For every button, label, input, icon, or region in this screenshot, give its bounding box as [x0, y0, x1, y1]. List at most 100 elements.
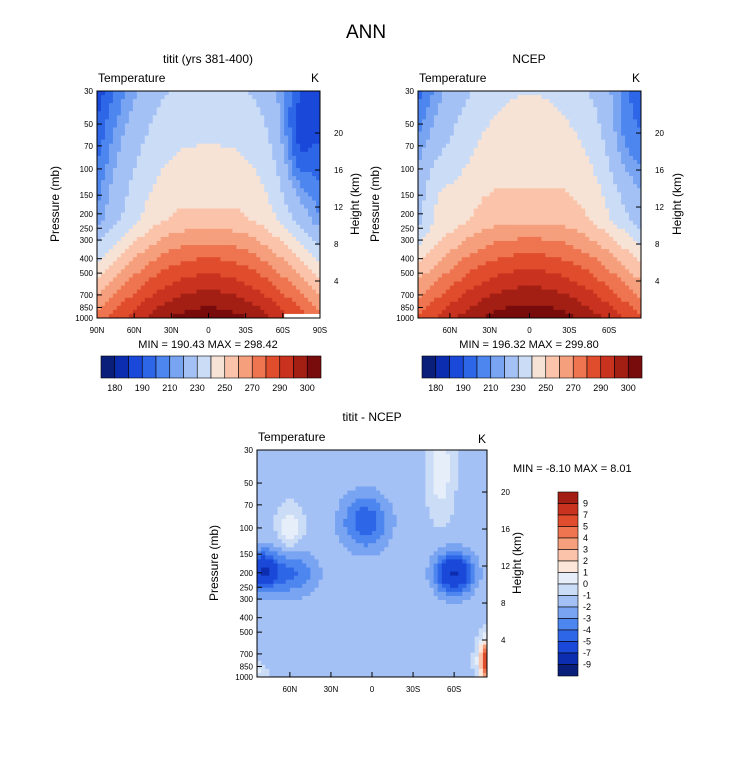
field-cell: [108, 127, 114, 133]
field-cell: [116, 168, 122, 173]
field-cell: [276, 289, 281, 295]
field-cell: [200, 208, 206, 214]
field-cell: [445, 131, 451, 137]
field-cell: [120, 204, 126, 210]
field-cell: [140, 196, 146, 201]
field-cell: [192, 119, 198, 124]
field-cell: [132, 261, 138, 266]
field-cell: [445, 196, 451, 201]
field-cell: [284, 265, 289, 270]
field-cell: [308, 103, 313, 108]
field-cell: [569, 196, 574, 201]
field-cell: [473, 143, 479, 149]
field-cell: [128, 273, 134, 278]
field-cell: [228, 269, 233, 274]
field-cell: [248, 249, 253, 254]
field-cell: [176, 176, 182, 181]
field-cell: [140, 212, 146, 218]
field-cell: [252, 281, 257, 287]
field-cell: [537, 216, 542, 222]
field-cell: [465, 159, 471, 165]
field-cell: [437, 143, 443, 149]
field-cell: [248, 139, 253, 145]
field-cell: [418, 192, 423, 197]
field-cell: [264, 200, 269, 205]
field-cell: [601, 184, 606, 189]
field-cell: [208, 277, 213, 283]
field-cell: [252, 119, 257, 124]
field-cell: [272, 139, 277, 145]
field-cell: [453, 176, 459, 181]
field-cell: [152, 249, 158, 254]
field-cell: [176, 212, 182, 218]
field-cell: [256, 228, 261, 234]
field-cell: [172, 91, 178, 96]
field-cell: [441, 91, 447, 96]
field-cell: [445, 103, 451, 108]
panel-observed: NCEP Temperature K 305070100150200250300…: [368, 52, 684, 393]
field-cell: [100, 257, 106, 262]
field-cell: [533, 91, 538, 96]
field-cell: [112, 147, 118, 153]
field-cell: [437, 159, 443, 165]
field-cell: [116, 249, 122, 254]
field-cell: [493, 163, 499, 169]
field-cell: [168, 188, 174, 193]
field-cell: [284, 139, 289, 145]
field-cell: [144, 176, 150, 181]
field-cell: [545, 168, 550, 173]
field-cell: [132, 155, 138, 161]
field-cell: [589, 139, 594, 145]
field-cell: [116, 305, 122, 311]
field-cell: [104, 228, 110, 234]
field-cell: [216, 119, 221, 124]
field-cell: [256, 143, 261, 149]
field-cell: [192, 91, 198, 96]
field-cell: [208, 111, 213, 116]
field-cell: [232, 228, 237, 234]
field-cell: [312, 103, 317, 108]
field-cell: [156, 163, 162, 169]
field-cell: [152, 245, 158, 250]
field-cell: [152, 269, 158, 274]
field-cell: [597, 151, 602, 157]
field-cell: [585, 147, 590, 153]
field-cell: [461, 208, 467, 214]
field-cell: [176, 131, 182, 137]
field-cell: [284, 240, 289, 246]
field-cell: [120, 115, 126, 120]
field-cell: [108, 289, 114, 295]
field-cell: [304, 261, 309, 266]
field-cell: [188, 216, 194, 222]
field-cell: [597, 168, 602, 173]
field-cell: [164, 95, 170, 100]
field-cell: [565, 168, 570, 173]
field-cell: [148, 236, 154, 242]
field-cell: [228, 123, 233, 128]
field-cell: [280, 297, 285, 303]
field-cell: [244, 301, 249, 307]
field-cell: [513, 151, 519, 157]
field-cell: [200, 232, 206, 238]
field-cell: [441, 159, 447, 165]
field-cell: [316, 305, 320, 311]
colorbar-swatch: [183, 355, 198, 379]
field-cell: [196, 212, 202, 218]
field-cell: [216, 240, 221, 246]
field-cell: [160, 139, 166, 145]
field-cell: [116, 253, 122, 258]
field-cell: [272, 192, 277, 197]
field-cell: [469, 115, 475, 120]
field-cell: [116, 281, 122, 287]
field-cell: [192, 95, 198, 100]
field-cell: [260, 172, 265, 177]
field-cell: [601, 200, 606, 205]
field-cell: [184, 289, 190, 295]
field-cell: [268, 265, 273, 270]
field-cell: [184, 285, 190, 291]
field-cell: [525, 172, 530, 177]
field-cell: [549, 188, 554, 193]
field-cell: [272, 131, 277, 137]
field-cell: [529, 107, 534, 112]
field-cell: [124, 151, 130, 157]
